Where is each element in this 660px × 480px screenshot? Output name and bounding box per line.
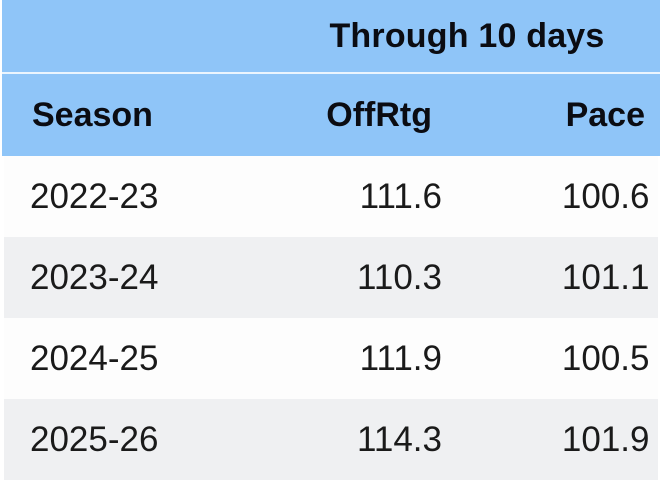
column-header-row: Season OffRtg Pace (2, 73, 660, 156)
group-header-title: Through 10 days (272, 0, 660, 74)
column-header-offrtg: OffRtg (272, 73, 462, 156)
season-cell: 2024-25 (0, 318, 272, 399)
offrtg-cell: 110.3 (272, 237, 462, 318)
offrtg-cell: 111.9 (272, 318, 462, 399)
column-header-season: Season (2, 73, 272, 156)
pace-cell: 101.1 (462, 237, 660, 318)
offrtg-cell: 111.6 (272, 156, 462, 237)
table-row: 2025-26 114.3 101.9 (0, 399, 660, 480)
column-header-pace: Pace (462, 73, 660, 156)
group-header-empty-cell (2, 0, 272, 74)
pace-cell: 100.6 (462, 156, 660, 237)
table-row: 2023-24 110.3 101.1 (0, 237, 660, 318)
table-row: 2024-25 111.9 100.5 (0, 318, 660, 399)
table-header: Through 10 days Season OffRtg Pace (2, 0, 660, 156)
pace-cell: 100.5 (462, 318, 660, 399)
season-cell: 2022-23 (0, 156, 272, 237)
table-body: 2022-23 111.6 100.6 2023-24 110.3 101.1 … (0, 156, 660, 480)
season-cell: 2023-24 (0, 237, 272, 318)
pace-cell: 101.9 (462, 399, 660, 480)
table-row: 2022-23 111.6 100.6 (0, 156, 660, 237)
offrtg-cell: 114.3 (272, 399, 462, 480)
group-header-row: Through 10 days (2, 0, 660, 74)
season-cell: 2025-26 (0, 399, 272, 480)
